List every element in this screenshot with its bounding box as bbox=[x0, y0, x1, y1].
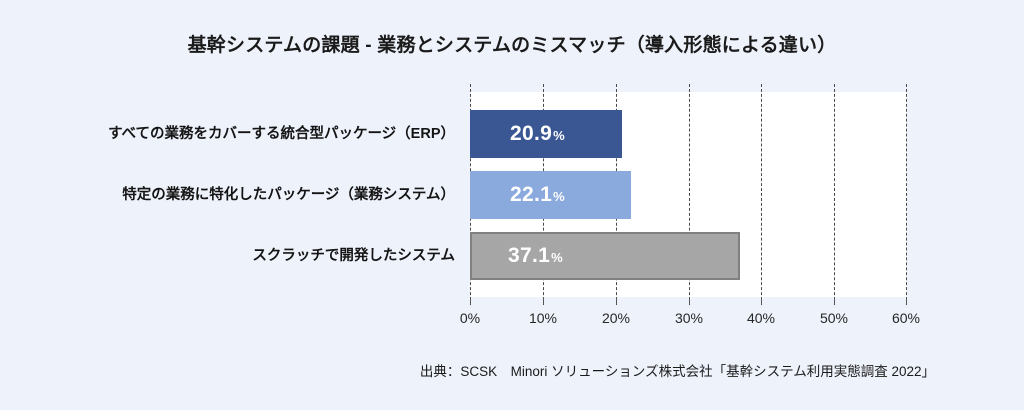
bar-value-erp: 20.9% bbox=[510, 110, 565, 158]
gridline-60 bbox=[906, 84, 907, 305]
category-label-package: 特定の業務に特化したパッケージ（業務システム） bbox=[122, 187, 455, 203]
x-tick-60 bbox=[906, 297, 907, 304]
gridline-30 bbox=[689, 84, 690, 305]
x-tick-10 bbox=[543, 297, 544, 304]
x-tick-label-10: 10% bbox=[528, 310, 558, 326]
bar-value-number-scratch: 37.1 bbox=[508, 244, 551, 267]
bar-value-number-erp: 20.9 bbox=[510, 122, 553, 145]
x-tick-20 bbox=[616, 297, 617, 304]
x-tick-label-60: 60% bbox=[891, 310, 921, 326]
bar-row-erp: すべての業務をカバーする統合型パッケージ（ERP） 20.9% bbox=[0, 110, 1024, 158]
gridline-40 bbox=[761, 84, 762, 305]
bar-value-unit-scratch: % bbox=[551, 250, 563, 265]
bar-row-scratch: スクラッチで開発したシステム 37.1% bbox=[0, 232, 1024, 280]
bar-scratch[interactable] bbox=[470, 232, 740, 280]
x-tick-30 bbox=[689, 297, 690, 304]
bar-value-scratch: 37.1% bbox=[508, 232, 563, 280]
source-note: 出典：SCSK Minori ソリューションズ株式会社「基幹システム利用実態調査… bbox=[419, 364, 935, 379]
x-tick-label-0: 0% bbox=[459, 310, 481, 326]
category-label-scratch: スクラッチで開発したシステム bbox=[252, 248, 455, 264]
x-tick-40 bbox=[761, 297, 762, 304]
bar-row-package: 特定の業務に特化したパッケージ（業務システム） 22.1% bbox=[0, 171, 1024, 219]
x-tick-label-20: 20% bbox=[601, 310, 631, 326]
gridline-50 bbox=[834, 84, 835, 305]
x-tick-50 bbox=[834, 297, 835, 304]
chart-title: 基幹システムの課題 - 業務とシステムのミスマッチ（導入形態による違い） bbox=[187, 35, 837, 56]
bar-erp[interactable] bbox=[470, 110, 622, 158]
bar-value-unit-package: % bbox=[553, 189, 565, 204]
category-label-erp: すべての業務をカバーする統合型パッケージ（ERP） bbox=[108, 126, 455, 142]
x-tick-label-50: 50% bbox=[819, 310, 849, 326]
bar-value-number-package: 22.1 bbox=[510, 183, 553, 206]
x-axis bbox=[470, 297, 907, 307]
x-tick-label-40: 40% bbox=[746, 310, 776, 326]
bar-package[interactable] bbox=[470, 171, 631, 219]
bar-value-unit-erp: % bbox=[553, 128, 565, 143]
x-tick-label-30: 30% bbox=[674, 310, 704, 326]
x-tick-0 bbox=[470, 297, 471, 304]
bar-value-package: 22.1% bbox=[510, 171, 565, 219]
